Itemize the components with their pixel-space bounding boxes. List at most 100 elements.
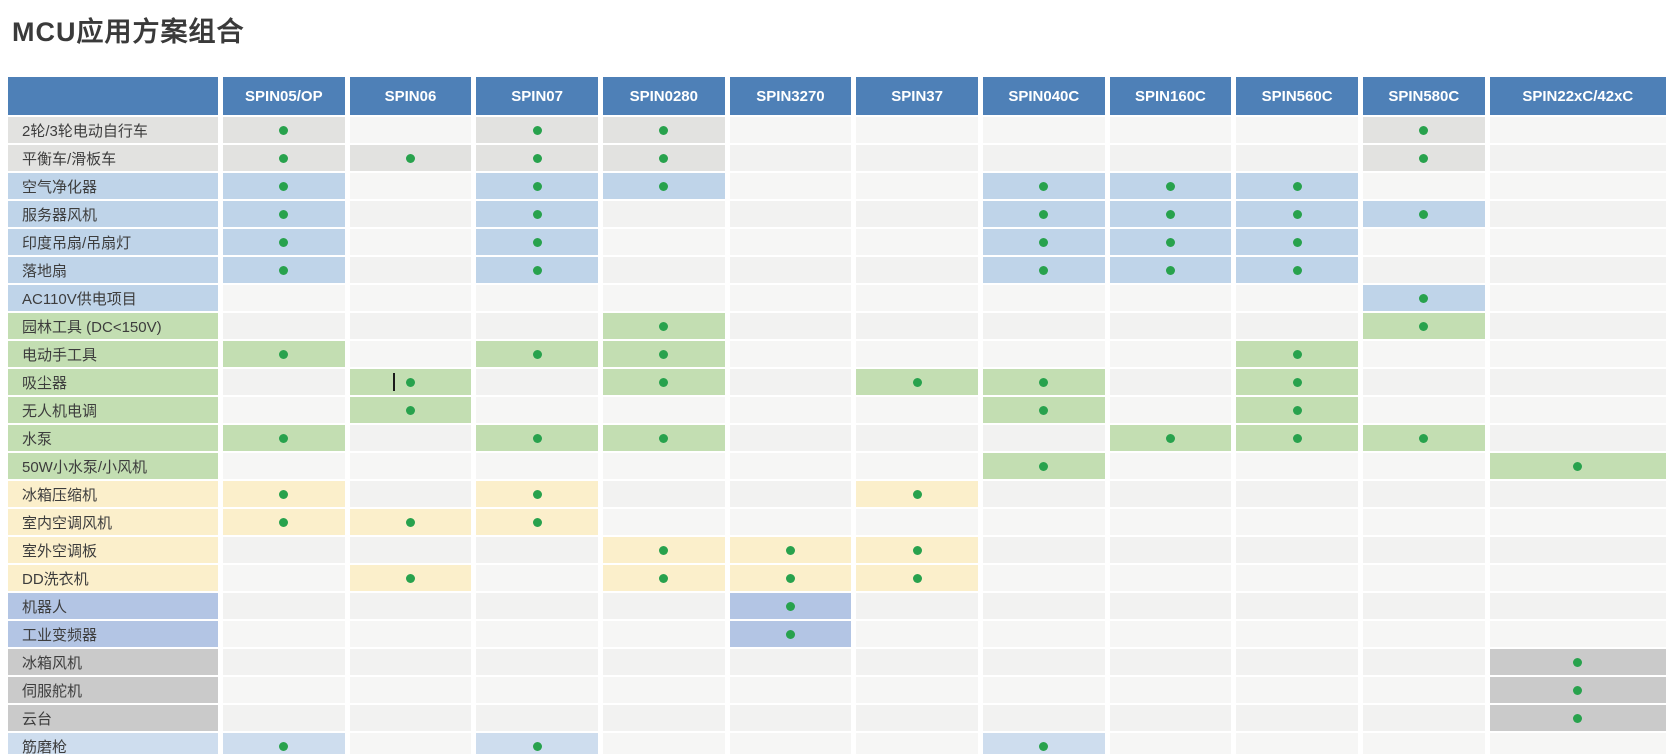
support-dot-icon xyxy=(1039,405,1049,415)
support-dot-icon xyxy=(785,601,795,611)
support-dot-icon xyxy=(1165,209,1175,219)
matrix-cell xyxy=(349,425,472,451)
row-label: 云台 xyxy=(8,705,218,731)
matrix-cell xyxy=(476,397,598,423)
support-dot-icon xyxy=(532,741,542,751)
matrix-cell xyxy=(1362,229,1485,255)
support-dot-icon xyxy=(659,377,669,387)
matrix-cell xyxy=(856,145,978,171)
matrix-cell xyxy=(1109,593,1232,619)
matrix-cell xyxy=(1362,117,1485,143)
matrix-cell xyxy=(1236,593,1358,619)
matrix-cell xyxy=(223,117,345,143)
matrix-cell xyxy=(476,621,598,647)
matrix-cell xyxy=(1489,425,1666,451)
support-dot-icon xyxy=(405,377,415,387)
matrix-cell xyxy=(729,649,852,675)
matrix-cell xyxy=(223,341,345,367)
row-label: 无人机电调 xyxy=(8,397,218,423)
support-dot-icon xyxy=(1039,461,1049,471)
matrix-cell xyxy=(729,117,852,143)
table-row: 水泵 xyxy=(8,425,1666,451)
support-dot-icon xyxy=(1419,125,1429,135)
support-dot-icon xyxy=(1292,349,1302,359)
matrix-cell xyxy=(1362,173,1485,199)
support-dot-icon xyxy=(659,181,669,191)
matrix-cell xyxy=(602,453,725,479)
table-row: 工业变频器 xyxy=(8,621,1666,647)
column-header: SPIN37 xyxy=(856,77,978,115)
matrix-cell xyxy=(1362,341,1485,367)
support-dot-icon xyxy=(1039,265,1049,275)
matrix-cell xyxy=(602,201,725,227)
matrix-cell xyxy=(1109,677,1232,703)
matrix-cell xyxy=(1109,425,1232,451)
matrix-cell xyxy=(349,565,472,591)
matrix-cell xyxy=(349,313,472,339)
matrix-cell xyxy=(856,565,978,591)
row-label: 园林工具 (DC<150V) xyxy=(8,313,218,339)
matrix-cell xyxy=(1236,481,1358,507)
matrix-cell xyxy=(729,593,852,619)
support-dot-icon xyxy=(279,433,289,443)
matrix-cell xyxy=(1236,145,1358,171)
matrix-cell xyxy=(602,425,725,451)
row-label: 平衡车/滑板车 xyxy=(8,145,218,171)
matrix-cell xyxy=(856,341,978,367)
matrix-cell xyxy=(476,453,598,479)
table-row: 冰箱风机 xyxy=(8,649,1666,675)
matrix-cell xyxy=(729,201,852,227)
matrix-cell xyxy=(856,285,978,311)
matrix-cell xyxy=(1362,481,1485,507)
matrix-cell xyxy=(349,257,472,283)
matrix-cell xyxy=(223,593,345,619)
matrix-cell xyxy=(982,425,1105,451)
column-header: SPIN07 xyxy=(476,77,598,115)
matrix-cell xyxy=(602,257,725,283)
matrix-cell xyxy=(856,481,978,507)
matrix-cell xyxy=(223,145,345,171)
matrix-cell xyxy=(856,425,978,451)
matrix-cell xyxy=(1362,593,1485,619)
matrix-cell xyxy=(729,173,852,199)
support-dot-icon xyxy=(1419,433,1429,443)
matrix-cell xyxy=(1109,453,1232,479)
matrix-cell xyxy=(856,397,978,423)
matrix-cell xyxy=(856,733,978,754)
matrix-cell xyxy=(1362,537,1485,563)
matrix-cell xyxy=(1489,117,1666,143)
table-row: 2轮/3轮电动自行车 xyxy=(8,117,1666,143)
support-dot-icon xyxy=(659,321,669,331)
matrix-cell xyxy=(1236,117,1358,143)
table-row: 无人机电调 xyxy=(8,397,1666,423)
matrix-cell xyxy=(223,733,345,754)
row-label: 空气净化器 xyxy=(8,173,218,199)
support-dot-icon xyxy=(1292,405,1302,415)
matrix-cell xyxy=(1489,481,1666,507)
matrix-cell xyxy=(1489,397,1666,423)
matrix-cell xyxy=(1489,229,1666,255)
matrix-cell xyxy=(856,453,978,479)
matrix-cell xyxy=(729,145,852,171)
column-header: SPIN22xC/42xC xyxy=(1489,77,1666,115)
matrix-cell xyxy=(349,649,472,675)
matrix-cell xyxy=(1236,537,1358,563)
matrix-cell xyxy=(349,117,472,143)
matrix-cell xyxy=(729,705,852,731)
matrix-cell xyxy=(982,649,1105,675)
support-dot-icon xyxy=(912,489,922,499)
matrix-cell xyxy=(1489,733,1666,754)
matrix-cell xyxy=(1109,397,1232,423)
matrix-cell xyxy=(349,173,472,199)
matrix-cell xyxy=(1109,341,1232,367)
matrix-cell xyxy=(982,201,1105,227)
support-dot-icon xyxy=(1573,713,1583,723)
matrix-cell xyxy=(602,733,725,754)
matrix-cell xyxy=(982,453,1105,479)
matrix-cell xyxy=(729,537,852,563)
matrix-cell xyxy=(1236,677,1358,703)
support-dot-icon xyxy=(532,517,542,527)
support-dot-icon xyxy=(279,517,289,527)
matrix-cell xyxy=(1109,565,1232,591)
support-dot-icon xyxy=(1419,153,1429,163)
